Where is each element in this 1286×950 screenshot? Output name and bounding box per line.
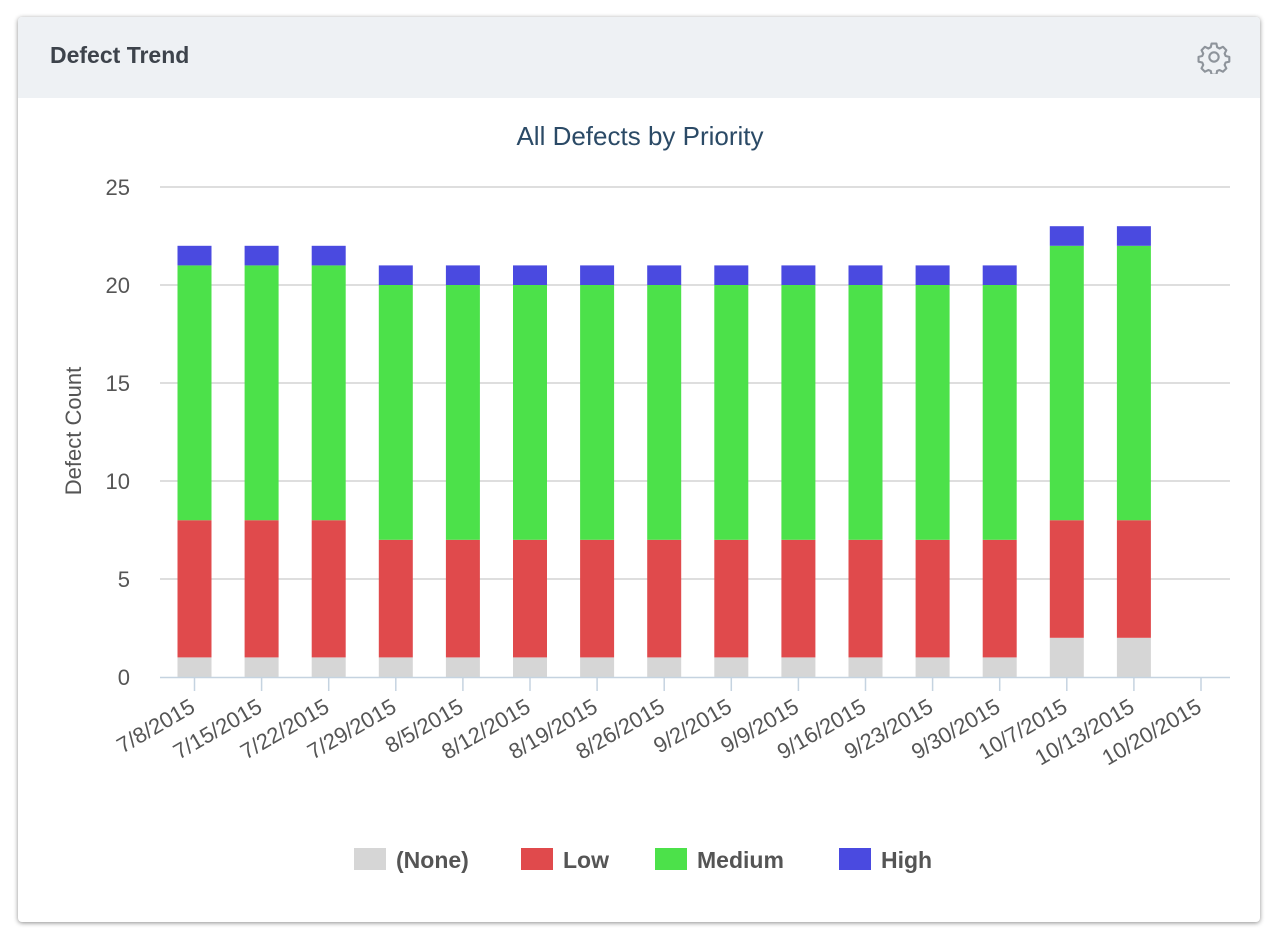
bar-segment bbox=[378, 657, 413, 677]
bar-segment bbox=[1049, 520, 1084, 638]
bar-segment bbox=[445, 265, 480, 285]
bar-segment bbox=[915, 265, 950, 285]
defect-chart: All Defects by Priority Defect Count 7/8… bbox=[61, 121, 1230, 873]
y-tick-label: 5 bbox=[118, 567, 130, 592]
panel-header: Defect Trend bbox=[18, 17, 1260, 98]
bar-segment bbox=[311, 520, 346, 658]
bar-segment bbox=[311, 265, 346, 521]
bar-segment bbox=[848, 539, 883, 658]
bar-segment bbox=[513, 285, 547, 540]
bar-segment bbox=[915, 539, 950, 658]
bar-segment bbox=[714, 285, 749, 540]
bar-segment bbox=[513, 265, 547, 285]
legend-item[interactable]: High bbox=[839, 847, 932, 873]
bar-segment bbox=[244, 520, 279, 658]
legend-swatch bbox=[521, 848, 553, 870]
bar-segment bbox=[781, 539, 816, 658]
bar-segment bbox=[445, 657, 480, 677]
bar-segment bbox=[982, 539, 1017, 658]
bar-segment bbox=[915, 657, 950, 677]
legend: (None) Low Medium High bbox=[354, 847, 932, 873]
bar-segment bbox=[647, 657, 682, 677]
bar-segment bbox=[580, 265, 615, 285]
y-axis: 0 5 10 15 20 25 bbox=[106, 175, 130, 690]
bar-segment bbox=[714, 539, 749, 658]
bar-segment bbox=[1049, 637, 1084, 677]
legend-swatch bbox=[354, 848, 386, 870]
bar-segment bbox=[378, 285, 413, 540]
defect-trend-panel: Defect Trend All Defects by Priority Def… bbox=[18, 17, 1260, 922]
bar-segment bbox=[177, 245, 212, 266]
bar-segment bbox=[1116, 226, 1151, 246]
bar-segment bbox=[1049, 226, 1084, 246]
gear-icon[interactable] bbox=[1197, 40, 1231, 74]
bar-segment bbox=[244, 245, 279, 266]
y-tick-label: 0 bbox=[118, 665, 130, 690]
legend-swatch bbox=[655, 848, 687, 870]
bar-segment bbox=[982, 265, 1017, 285]
bar-segment bbox=[1049, 245, 1084, 521]
bar-segment bbox=[647, 265, 682, 285]
legend-item[interactable]: Low bbox=[521, 847, 609, 873]
y-tick-label: 10 bbox=[106, 469, 130, 494]
bar-segment bbox=[781, 657, 816, 677]
bar-segment bbox=[647, 285, 682, 540]
bar-segment bbox=[781, 285, 816, 540]
bar-segment bbox=[714, 265, 749, 285]
bar-segment bbox=[311, 245, 346, 266]
bar-segment bbox=[445, 539, 480, 658]
y-axis-label: Defect Count bbox=[61, 367, 86, 495]
bar-segment bbox=[1116, 637, 1151, 677]
chart-title: All Defects by Priority bbox=[516, 121, 763, 151]
legend-label: (None) bbox=[396, 847, 469, 873]
legend-label: Low bbox=[563, 847, 609, 873]
bar-segment bbox=[982, 285, 1017, 540]
bar-segment bbox=[177, 520, 212, 658]
bar-segment bbox=[982, 657, 1017, 677]
y-tick-label: 25 bbox=[106, 175, 130, 200]
legend-label: High bbox=[881, 847, 932, 873]
bar-segment bbox=[848, 657, 883, 677]
bar-segment bbox=[580, 285, 615, 540]
bar-segment bbox=[378, 539, 413, 658]
bar-segment bbox=[848, 265, 883, 285]
y-tick-label: 20 bbox=[106, 273, 130, 298]
bar-segment bbox=[580, 657, 615, 677]
bar-segment bbox=[378, 265, 413, 285]
bar-segment bbox=[244, 265, 279, 521]
legend-item[interactable]: (None) bbox=[354, 847, 469, 873]
bar-segment bbox=[177, 657, 212, 677]
bar-segment bbox=[647, 539, 682, 658]
y-tick-label: 15 bbox=[106, 371, 130, 396]
legend-swatch bbox=[839, 848, 871, 870]
bar-segment bbox=[915, 285, 950, 540]
bar-segment bbox=[781, 265, 816, 285]
bar-segment bbox=[311, 657, 346, 677]
bar-segment bbox=[513, 539, 547, 658]
legend-item[interactable]: Medium bbox=[655, 847, 784, 873]
bar-segment bbox=[513, 657, 547, 677]
bar-segment bbox=[445, 285, 480, 540]
bar-segment bbox=[1116, 245, 1151, 521]
x-axis: 7/8/20157/15/20157/22/20157/29/20158/5/2… bbox=[112, 676, 1230, 770]
bar-segment bbox=[177, 265, 212, 521]
bar-segment bbox=[714, 657, 749, 677]
bar-segment bbox=[848, 285, 883, 540]
legend-label: Medium bbox=[697, 847, 784, 873]
bar-segment bbox=[1116, 520, 1151, 638]
bar-segment bbox=[244, 657, 279, 677]
bars bbox=[177, 226, 1151, 677]
panel-title: Defect Trend bbox=[50, 42, 190, 68]
bar-segment bbox=[580, 539, 615, 658]
